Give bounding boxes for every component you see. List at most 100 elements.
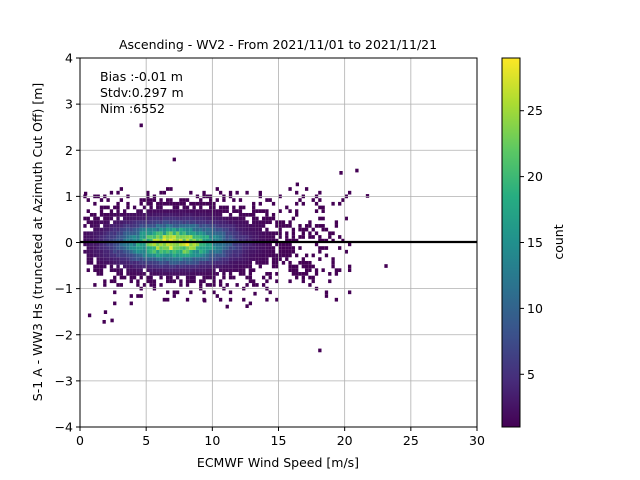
heatmap-cell <box>182 235 186 239</box>
heatmap-cell <box>271 238 276 243</box>
heatmap-cell <box>99 257 104 261</box>
heatmap-cell <box>218 224 223 228</box>
heatmap-cell <box>126 224 130 228</box>
heatmap-cell <box>119 212 124 217</box>
heatmap-cell <box>162 224 167 228</box>
heatmap-cell <box>291 249 296 254</box>
heatmap-cell <box>123 264 127 269</box>
heatmap-cell <box>166 246 170 250</box>
heatmap-cell <box>142 257 147 261</box>
heatmap-cell <box>268 246 272 250</box>
heatmap-cell <box>218 264 223 269</box>
heatmap-cell <box>291 216 296 221</box>
heatmap-cell <box>278 257 282 261</box>
heatmap-cell <box>218 209 223 213</box>
heatmap-cell <box>288 238 292 243</box>
heatmap-cell <box>199 283 203 287</box>
heatmap-cell <box>89 231 94 236</box>
y-tick-label: 4 <box>65 51 73 66</box>
heatmap-cell <box>215 212 219 217</box>
heatmap-cell <box>218 212 223 217</box>
heatmap-cell <box>159 231 163 236</box>
heatmap-cell <box>222 227 226 232</box>
heatmap-cell <box>106 249 110 254</box>
heatmap-cell <box>212 272 216 276</box>
heatmap-cell <box>162 297 167 302</box>
heatmap-cell <box>113 231 117 236</box>
heatmap-cell <box>146 253 150 258</box>
heatmap-cell <box>222 275 226 280</box>
heatmap-cell <box>308 220 312 225</box>
heatmap-cell <box>275 279 279 284</box>
heatmap-cell <box>209 209 213 213</box>
heatmap-cell <box>156 201 160 206</box>
heatmap-cell <box>149 246 153 250</box>
heatmap-cell <box>225 253 229 258</box>
heatmap-cell <box>252 227 256 232</box>
heatmap-cell <box>185 235 190 239</box>
heatmap-cell <box>119 260 124 265</box>
heatmap-cell <box>261 253 266 258</box>
heatmap-cell <box>235 242 239 247</box>
heatmap-cell <box>142 283 147 287</box>
heatmap-cell <box>192 216 196 221</box>
heatmap-cell <box>255 227 259 232</box>
heatmap-cell <box>235 235 239 239</box>
heatmap-cell <box>182 224 186 228</box>
heatmap-cell <box>215 198 219 202</box>
heatmap-cell <box>103 227 107 232</box>
heatmap-cell <box>212 209 216 213</box>
heatmap-cell <box>278 249 282 254</box>
heatmap-cell <box>245 227 249 232</box>
heatmap-cell <box>126 227 130 232</box>
heatmap-cell <box>232 260 236 265</box>
heatmap-cell <box>103 220 107 225</box>
heatmap-cell <box>192 220 196 225</box>
heatmap-cell <box>301 264 305 269</box>
heatmap-cell <box>189 264 193 269</box>
heatmap-cell <box>225 268 229 273</box>
heatmap-cell <box>172 272 176 276</box>
heatmap-cell <box>182 253 186 258</box>
heatmap-cell <box>265 198 269 202</box>
heatmap-cell <box>185 297 190 302</box>
heatmap-cell <box>139 253 143 258</box>
heatmap-cell <box>288 246 292 250</box>
heatmap-cell <box>142 238 147 243</box>
heatmap-cell <box>324 246 329 250</box>
heatmap-cell <box>222 249 226 254</box>
heatmap-cell <box>218 220 223 225</box>
heatmap-cell <box>179 209 183 213</box>
heatmap-cell <box>99 235 104 239</box>
heatmap-cell <box>142 212 147 217</box>
heatmap-cell <box>126 257 130 261</box>
heatmap-cell <box>215 264 219 269</box>
heatmap-cell <box>172 290 176 295</box>
heatmap-cell <box>338 235 342 239</box>
heatmap-cell <box>235 260 239 265</box>
heatmap-cell <box>179 268 183 273</box>
heatmap-cell <box>156 238 160 243</box>
heatmap-cell <box>166 253 170 258</box>
heatmap-cell <box>255 260 259 265</box>
heatmap-cell <box>202 249 206 254</box>
heatmap-cell <box>195 231 200 236</box>
heatmap-cell <box>268 253 272 258</box>
heatmap-cell <box>255 209 259 213</box>
heatmap-cell <box>179 201 183 206</box>
heatmap-cell <box>113 257 117 261</box>
heatmap-cell <box>308 235 312 239</box>
heatmap-cell <box>156 268 160 273</box>
heatmap-cell <box>119 253 124 258</box>
heatmap-cell <box>139 216 143 221</box>
heatmap-cell <box>123 275 127 280</box>
heatmap-cell <box>185 268 190 273</box>
heatmap-cell <box>175 220 180 225</box>
heatmap-cell <box>195 257 200 261</box>
heatmap-cell <box>242 249 246 254</box>
heatmap-cell <box>288 187 292 191</box>
heatmap-cell <box>139 212 143 217</box>
heatmap-cell <box>106 216 110 221</box>
heatmap-cell <box>142 235 147 239</box>
heatmap-cell <box>152 209 157 213</box>
